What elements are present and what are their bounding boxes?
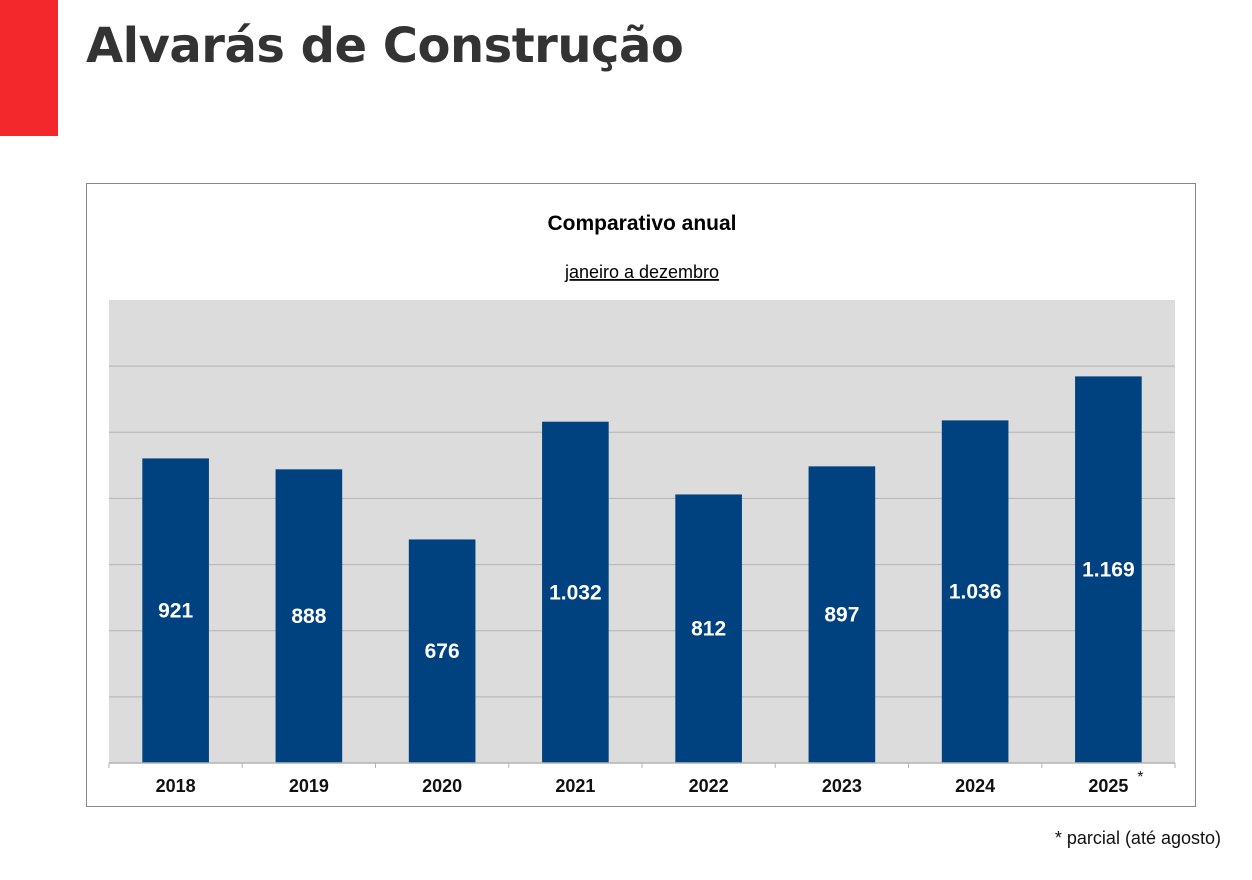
bar-2021 xyxy=(542,421,609,763)
x-axis: 2018 2019 2020 2021 2022 2023 2024 2025 * xyxy=(108,762,1176,796)
bar-2020 xyxy=(408,539,476,763)
bar-2019 xyxy=(275,469,343,763)
x-tick-label-2020: 2020 xyxy=(422,776,462,796)
x-tick-label-2021: 2021 xyxy=(555,776,595,796)
bar-2018 xyxy=(142,458,209,763)
data-label-2019: 888 xyxy=(291,605,326,628)
data-label-2025: 1.169 xyxy=(1082,559,1135,582)
chart-subtitle: janeiro a dezembro xyxy=(564,262,719,282)
plot-area xyxy=(109,300,1175,763)
data-label-2024: 1.036 xyxy=(949,581,1002,604)
x-tick-label-2025: 2025 xyxy=(1088,776,1128,796)
bar-2023 xyxy=(808,466,876,763)
red-accent-bar xyxy=(0,0,58,136)
bar-chart: Comparativo anual janeiro a dezembro 921… xyxy=(86,183,1196,807)
chart-canvas: Comparativo anual janeiro a dezembro 921… xyxy=(108,212,1176,796)
data-label-2018: 921 xyxy=(158,600,193,623)
data-label-2021: 1.032 xyxy=(549,581,602,604)
bar-2024 xyxy=(941,420,1009,763)
footnote: * parcial (até agosto) xyxy=(1054,828,1221,848)
bar-2022 xyxy=(675,494,742,763)
page-title: Alvarás de Construção xyxy=(86,18,684,74)
x-tick-label-2022: 2022 xyxy=(689,776,729,796)
data-label-2023: 897 xyxy=(824,604,859,627)
chart-title: Comparativo anual xyxy=(547,212,736,235)
data-label-2020: 676 xyxy=(425,640,460,663)
bars-group: 921 888 676 1.032 812 897 1.036 1.169 xyxy=(142,376,1142,763)
bar-2025 xyxy=(1075,376,1142,763)
x-tick-label-2024: 2024 xyxy=(955,776,995,796)
x-tick-label-2018: 2018 xyxy=(156,776,196,796)
data-label-2022: 812 xyxy=(691,618,726,641)
partial-marker-2025: * xyxy=(1137,769,1143,786)
x-tick-label-2019: 2019 xyxy=(289,776,329,796)
x-tick-label-2023: 2023 xyxy=(822,776,862,796)
